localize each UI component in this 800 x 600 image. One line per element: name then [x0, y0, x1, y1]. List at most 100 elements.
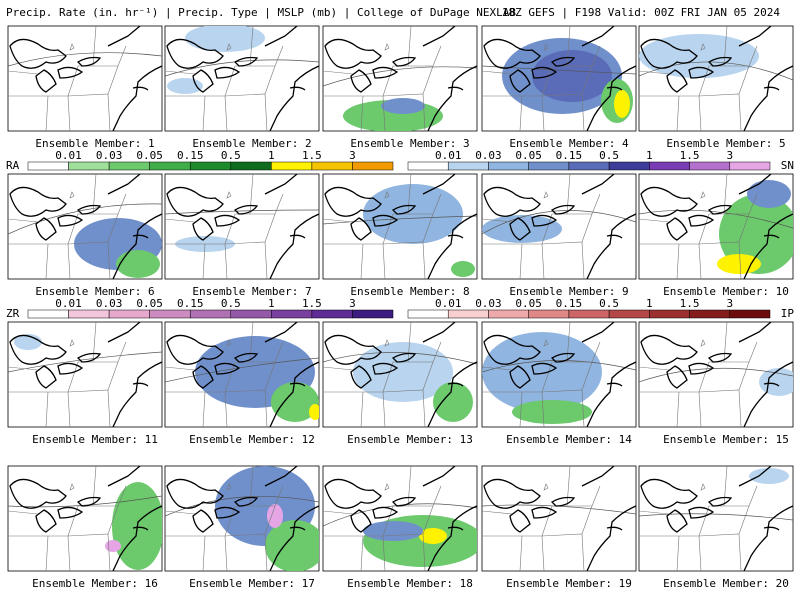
map-panel [164, 25, 320, 132]
panel-label: Ensemble Member: 17 [189, 577, 315, 590]
panel-content [8, 174, 162, 279]
legend-swatch [649, 309, 690, 319]
precip-area [267, 504, 283, 528]
panel-content [323, 174, 477, 279]
map-panel [481, 465, 637, 572]
legend-type: ZR [6, 307, 20, 320]
legend-swatch [108, 309, 150, 319]
legend-tick-label: 1 [268, 297, 275, 310]
panel-label: Ensemble Member: 11 [32, 433, 158, 446]
legend-tick-label: 0.15 [556, 297, 583, 310]
legend-swatch [68, 161, 110, 171]
map-panel [322, 173, 478, 280]
legend-swatch [352, 309, 394, 319]
isobar [165, 209, 319, 215]
map-panel [638, 465, 794, 572]
precip-area [639, 34, 759, 78]
legend-tick-label: 0.05 [136, 297, 163, 310]
map-panel [322, 25, 478, 132]
panel-content [639, 174, 793, 279]
legend-swatch [311, 161, 353, 171]
legend-tick-label: 3 [349, 297, 356, 310]
legend-tick-label: 1.5 [680, 149, 700, 162]
panel-label: Ensemble Member: 18 [347, 577, 473, 590]
map-panel [638, 173, 794, 280]
isobar [639, 61, 793, 81]
legend-tick-label: 0.15 [177, 297, 204, 310]
legend-swatch [271, 161, 313, 171]
legend-swatch [488, 161, 529, 171]
legend-swatch [27, 309, 69, 319]
panel-content [639, 26, 793, 131]
precip-area [532, 50, 612, 102]
precip-area [419, 528, 447, 544]
legend-swatch [407, 309, 449, 319]
legend-swatch [68, 309, 110, 319]
legend-tick-label: 0.01 [435, 149, 462, 162]
legend-tick-label: 0.5 [599, 297, 619, 310]
legend-swatch [689, 309, 731, 319]
map-panel [481, 25, 637, 132]
legend-swatch [729, 309, 771, 319]
precip-area [512, 400, 592, 424]
map-panel [322, 465, 478, 572]
legend-swatch [230, 309, 272, 319]
legends: RA 0.01 0.03 0.05 0.15 0.5 1 1.5 3 SN 0.01 0.03 0.05… [6, 149, 794, 320]
panel-label: Ensemble Member: 10 [663, 285, 789, 298]
map-panel [7, 173, 163, 280]
panel-bg [164, 173, 320, 280]
precip-area [749, 468, 789, 484]
legend-swatch [149, 161, 191, 171]
isobar [8, 52, 162, 67]
precip-area [309, 404, 319, 420]
panel-content [482, 322, 636, 427]
panel-label: Ensemble Member: 8 [350, 285, 469, 298]
panel-content [639, 322, 793, 427]
legend-tick-label: 1 [268, 149, 275, 162]
legend-swatch [189, 309, 232, 319]
legend-tick-label: 0.15 [556, 149, 583, 162]
panel-label: Ensemble Member: 2 [192, 137, 311, 150]
isobar [482, 360, 636, 373]
panel-label: Ensemble Member: 5 [666, 137, 785, 150]
legend-swatch [528, 161, 570, 171]
header-left: Precip. Rate (in. hr⁻¹) | Precip. Type |… [6, 6, 516, 19]
precip-area [381, 98, 425, 114]
precip-area [363, 521, 423, 541]
panel-content [8, 466, 162, 571]
legend-swatch [488, 309, 529, 319]
legend-swatch [311, 309, 353, 319]
precip-area [747, 180, 791, 208]
legend-swatch [447, 309, 489, 319]
map-panel [164, 173, 320, 280]
panel-label: Ensemble Member: 6 [35, 285, 154, 298]
map-panel [7, 321, 163, 428]
precip-area [185, 26, 265, 52]
legend-tick-label: 0.01 [55, 297, 82, 310]
legend-swatch [149, 309, 191, 319]
map-panel [638, 25, 794, 132]
legend-tick-label: 0.15 [177, 149, 204, 162]
panel-content [323, 26, 477, 131]
legend-type: RA [6, 159, 20, 172]
isobar [482, 210, 636, 235]
precip-area [451, 261, 475, 277]
map-panel [322, 321, 478, 428]
header-right: 18Z GEFS | F198 Valid: 00Z FRI JAN 05 20… [502, 6, 781, 19]
legend-type: SN [781, 159, 794, 172]
panel-content [165, 466, 319, 571]
legend-tick-label: 1.5 [680, 297, 700, 310]
legend-swatch [271, 309, 313, 319]
legend-tick-label: 0.5 [221, 297, 241, 310]
legend-tick-label: 1.5 [302, 149, 322, 162]
map-panel [481, 321, 637, 428]
precip-area [265, 520, 319, 571]
precip-area [353, 342, 453, 402]
panel-content [165, 174, 319, 279]
legend-tick-label: 0.5 [221, 149, 241, 162]
legend-tick-label: 3 [726, 297, 733, 310]
precip-area [614, 90, 630, 118]
isobar [165, 496, 319, 517]
panel-label: Ensemble Member: 15 [663, 433, 789, 446]
